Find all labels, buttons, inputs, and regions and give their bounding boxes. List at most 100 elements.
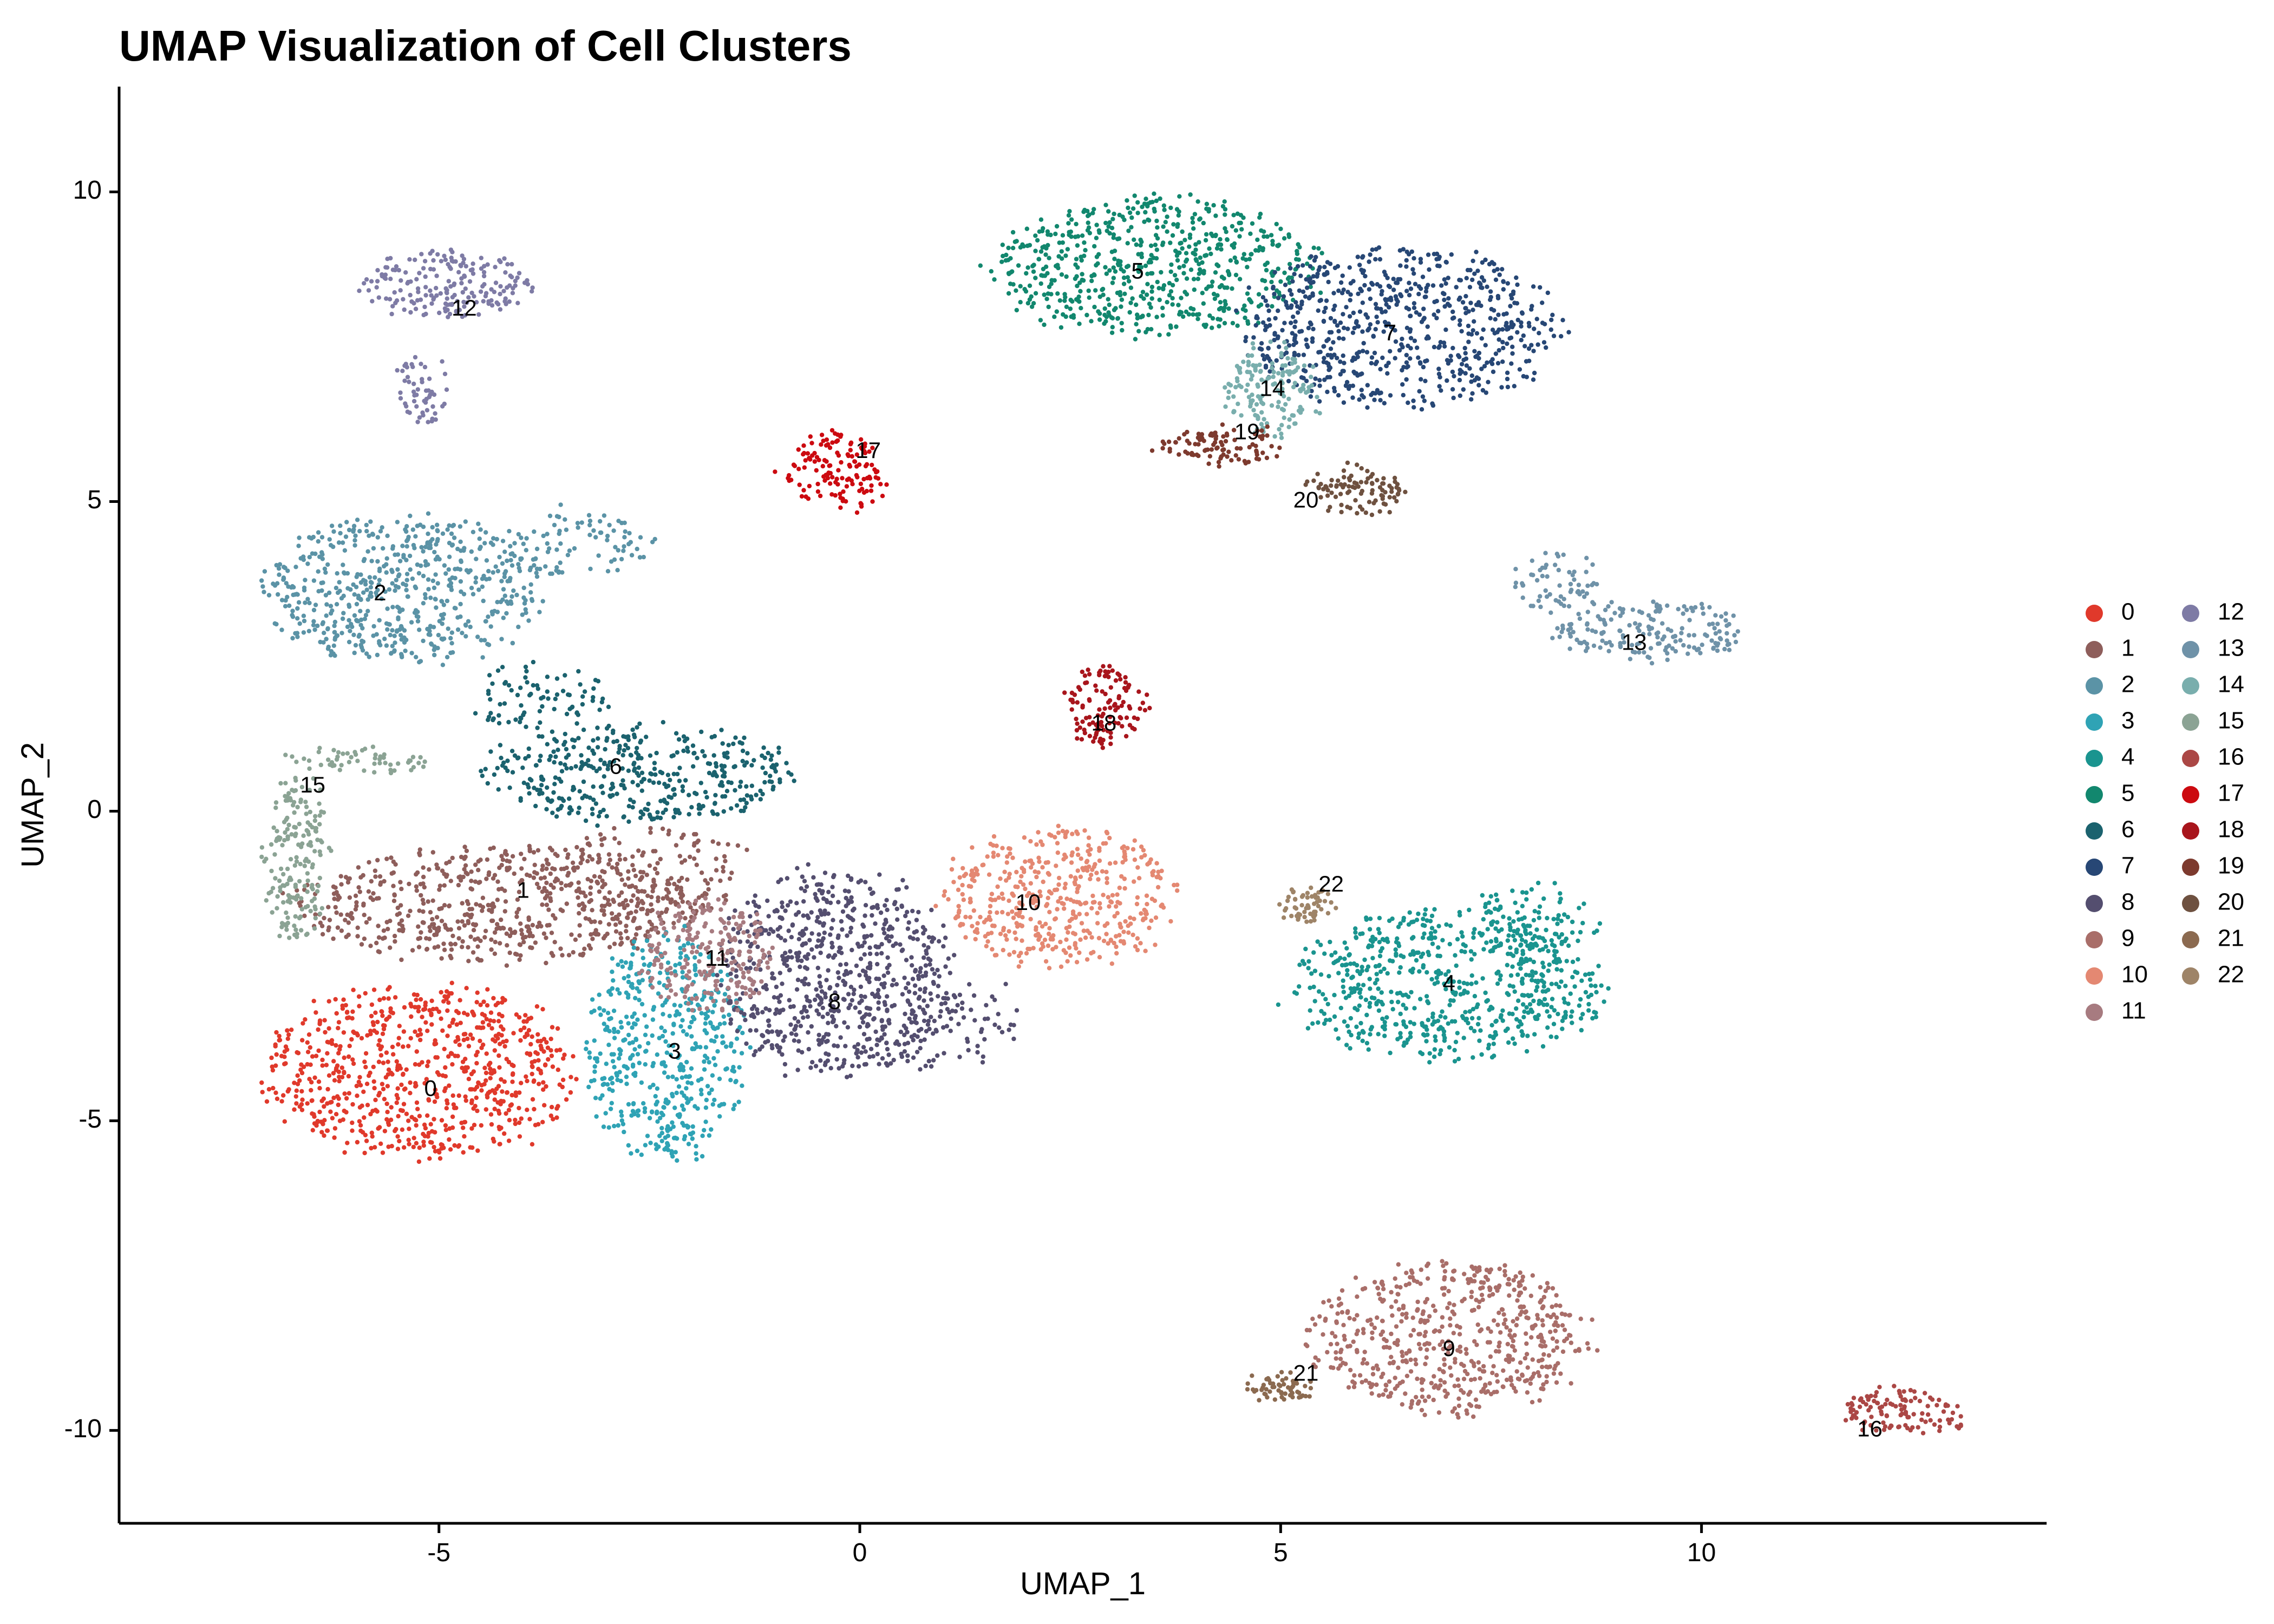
- data-point: [1507, 916, 1512, 921]
- data-point: [478, 527, 483, 532]
- data-point: [1394, 1022, 1399, 1027]
- data-point: [586, 943, 592, 948]
- data-point: [1094, 254, 1100, 259]
- data-point: [1421, 306, 1426, 311]
- data-point: [637, 989, 642, 994]
- data-point: [481, 1025, 486, 1030]
- data-point: [1541, 340, 1547, 345]
- data-point: [492, 930, 498, 935]
- data-point: [338, 912, 343, 917]
- data-point: [456, 1093, 461, 1098]
- data-point: [523, 934, 528, 940]
- data-point: [638, 815, 643, 821]
- data-point: [464, 986, 469, 991]
- data-point: [714, 774, 720, 779]
- data-point: [1417, 312, 1422, 317]
- data-point: [461, 1037, 466, 1043]
- data-point: [639, 1152, 644, 1157]
- data-point: [388, 945, 393, 950]
- data-point: [1555, 916, 1560, 921]
- data-point: [1360, 1038, 1365, 1044]
- data-point: [495, 1100, 500, 1105]
- data-point: [741, 808, 746, 814]
- data-point: [564, 755, 569, 760]
- data-point: [538, 876, 544, 881]
- data-point: [1483, 257, 1488, 263]
- data-point: [1590, 971, 1595, 976]
- data-point: [720, 1034, 725, 1039]
- data-point: [453, 1053, 458, 1058]
- data-point: [526, 746, 531, 751]
- data-point: [295, 1073, 300, 1078]
- data-point: [685, 745, 690, 750]
- data-point: [1305, 1026, 1311, 1031]
- data-point: [1166, 332, 1171, 337]
- data-point: [422, 1122, 427, 1127]
- data-point: [435, 1070, 440, 1075]
- data-point: [1310, 1021, 1315, 1026]
- data-point: [711, 811, 716, 816]
- data-point: [375, 1019, 380, 1025]
- data-point: [489, 918, 494, 924]
- data-point: [695, 756, 700, 761]
- data-point: [1406, 343, 1410, 349]
- data-point: [574, 710, 579, 715]
- data-point: [1103, 202, 1108, 207]
- data-point: [624, 990, 629, 996]
- data-point: [572, 865, 577, 870]
- data-point: [1324, 338, 1329, 343]
- data-point: [1168, 205, 1173, 211]
- data-point: [519, 852, 524, 856]
- data-point: [543, 564, 548, 569]
- data-point: [386, 996, 391, 1001]
- data-point: [1265, 234, 1270, 239]
- data-point: [1165, 214, 1169, 219]
- data-point: [398, 633, 403, 638]
- data-point: [439, 919, 445, 924]
- data-point: [1331, 307, 1336, 312]
- data-point: [722, 992, 728, 997]
- data-point: [1409, 990, 1414, 995]
- data-point: [483, 928, 488, 934]
- data-point: [621, 548, 626, 553]
- data-point: [430, 850, 435, 855]
- data-point: [469, 869, 474, 874]
- data-point: [1547, 1014, 1552, 1019]
- data-point: [1479, 336, 1484, 341]
- data-point: [664, 887, 669, 892]
- data-point: [333, 997, 338, 1002]
- data-point: [678, 1003, 683, 1009]
- data-point: [1176, 303, 1181, 307]
- data-point: [505, 758, 510, 763]
- data-point: [311, 607, 317, 613]
- data-point: [1488, 939, 1494, 944]
- data-point: [362, 1150, 367, 1156]
- data-point: [1512, 929, 1517, 934]
- data-point: [332, 619, 338, 625]
- data-point: [1042, 322, 1047, 328]
- data-point: [1376, 1008, 1382, 1013]
- data-point: [630, 1109, 636, 1114]
- data-point: [499, 756, 504, 761]
- data-point: [1528, 1007, 1533, 1012]
- data-point: [584, 836, 590, 841]
- data-point: [617, 902, 622, 907]
- data-point: [533, 556, 538, 561]
- data-point: [384, 1050, 389, 1055]
- data-point: [387, 985, 392, 990]
- data-point: [1430, 1014, 1435, 1020]
- data-point: [368, 944, 373, 948]
- data-point: [1316, 246, 1321, 251]
- data-point: [1117, 212, 1122, 218]
- data-point: [650, 1033, 655, 1038]
- data-point: [690, 1136, 695, 1141]
- data-point: [1433, 1038, 1438, 1043]
- data-point: [1304, 337, 1309, 342]
- data-point: [544, 960, 548, 966]
- data-point: [771, 784, 776, 789]
- data-point: [591, 784, 596, 789]
- data-point: [550, 1025, 555, 1030]
- data-point: [486, 1091, 491, 1096]
- data-point: [326, 590, 332, 595]
- data-point: [1308, 1008, 1312, 1013]
